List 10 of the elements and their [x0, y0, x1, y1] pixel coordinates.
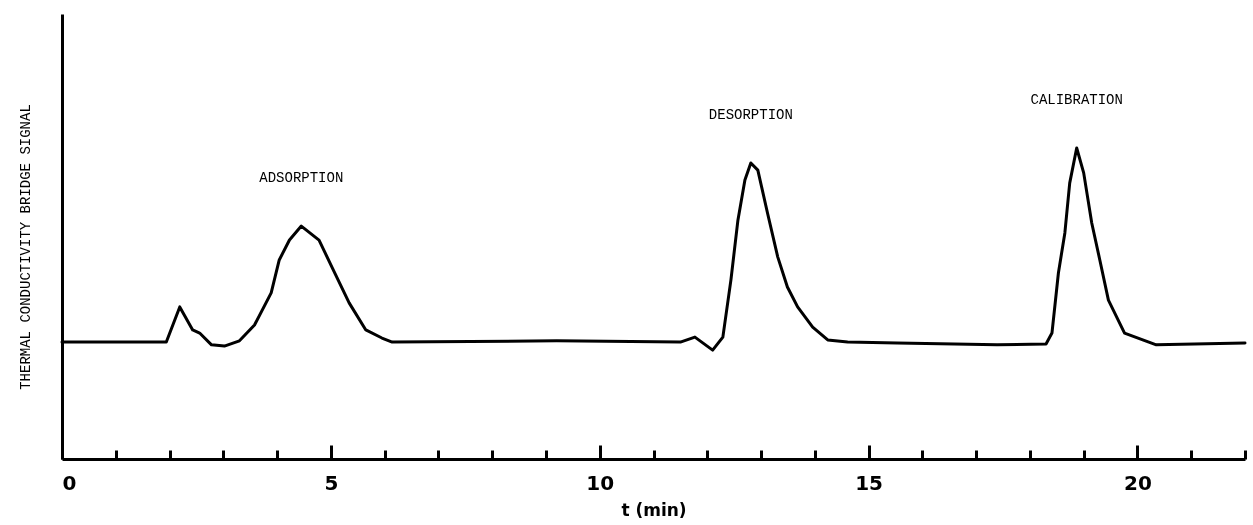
x-tick-label: 10 [586, 470, 615, 495]
text: CALIBRATION [1030, 92, 1123, 108]
x-tick-label: 20 [1124, 470, 1152, 495]
x-tick-label: 0 [62, 470, 77, 495]
x-tick-label: 15 [855, 470, 884, 495]
annotation: ADSORPTION [259, 170, 344, 187]
x-axis-title: t (min) [621, 499, 687, 520]
x-tick-label: 5 [324, 470, 339, 495]
y-axis-title: THERMAL CONDUCTIVITY BRIDGE SIGNAL [17, 104, 34, 390]
text: DESORPTION [708, 106, 793, 123]
